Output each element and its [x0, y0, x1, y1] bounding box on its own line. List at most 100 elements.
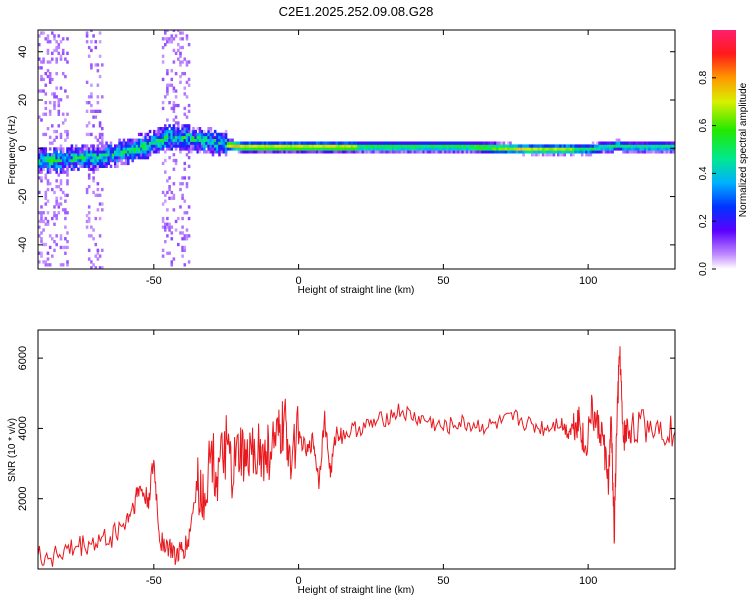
- heatmap-cell: [591, 141, 595, 145]
- heatmap-cell: [444, 141, 447, 145]
- heatmap-cell: [669, 147, 673, 151]
- heatmap-cell: [587, 144, 590, 148]
- heatmap-cell: [524, 147, 527, 151]
- heatmap-cell: [42, 164, 45, 168]
- x-tick-label: 0: [296, 275, 302, 287]
- heatmap-cell: [48, 182, 52, 186]
- heatmap-cell: [85, 144, 89, 148]
- heatmap-cell: [51, 153, 54, 157]
- heatmap-cell: [90, 132, 93, 137]
- heatmap-cell: [96, 187, 100, 192]
- heatmap-cell: [66, 156, 69, 160]
- heatmap-cell: [500, 150, 504, 154]
- heatmap-cell: [192, 147, 195, 151]
- heatmap-cell: [370, 144, 373, 148]
- heatmap-cell: [302, 147, 306, 151]
- heatmap-cell: [90, 95, 93, 99]
- heatmap-cell: [70, 158, 74, 163]
- spectrogram-frame: [37, 29, 676, 270]
- heatmap-cell: [187, 132, 191, 137]
- heatmap-cell: [66, 150, 69, 154]
- heatmap-cell: [150, 141, 154, 145]
- snr-x-axis: -50 0 50 100: [146, 330, 597, 587]
- heatmap-cell: [87, 156, 91, 160]
- heatmap-cell: [441, 150, 445, 154]
- heatmap-cell: [77, 158, 80, 163]
- heatmap-cell: [218, 153, 221, 157]
- heatmap-cell: [155, 138, 158, 142]
- heatmap-cell: [433, 147, 436, 151]
- heatmap-cell: [309, 141, 312, 145]
- heatmap-cell: [116, 158, 119, 163]
- heatmap-cell: [322, 141, 326, 145]
- heatmap-cell: [474, 144, 478, 148]
- heatmap-cell: [170, 190, 174, 195]
- heatmap-cell: [535, 144, 538, 148]
- heatmap-cell: [55, 164, 58, 168]
- heatmap-cell: [563, 153, 567, 157]
- heatmap-cell: [55, 214, 58, 218]
- heatmap-cell: [485, 150, 488, 154]
- heatmap-cell: [485, 147, 488, 151]
- heatmap-cell: [511, 147, 514, 151]
- heatmap-cell: [359, 147, 362, 151]
- heatmap-cell: [170, 129, 174, 134]
- heatmap-cell: [129, 153, 132, 157]
- heatmap-cell: [205, 132, 208, 137]
- heatmap-cell: [378, 150, 382, 154]
- heatmap-cell: [46, 40, 50, 44]
- heatmap-cell: [457, 150, 460, 154]
- heatmap-cell: [593, 150, 597, 154]
- heatmap-cell: [602, 150, 606, 154]
- heatmap-cell: [172, 103, 176, 108]
- heatmap-cell: [166, 30, 169, 32]
- heatmap-cell: [94, 135, 98, 139]
- heatmap-cell: [622, 144, 625, 148]
- heatmap-cell: [133, 147, 137, 151]
- heatmap-cell: [635, 150, 638, 154]
- heatmap-cell: [237, 141, 241, 145]
- heatmap-cell: [96, 193, 100, 197]
- heatmap-cell: [216, 132, 219, 137]
- heatmap-cell: [59, 132, 63, 137]
- heatmap-cell: [179, 182, 182, 186]
- heatmap-cell: [172, 141, 176, 145]
- heatmap-cell: [68, 147, 71, 151]
- heatmap-cell: [487, 150, 491, 154]
- heatmap-cell: [389, 141, 393, 145]
- heatmap-cell: [563, 147, 567, 151]
- heatmap-cell: [468, 144, 471, 148]
- heatmap-cell: [94, 167, 98, 171]
- heatmap-cell: [96, 144, 100, 148]
- heatmap-cell: [129, 150, 132, 154]
- heatmap-cell: [587, 147, 590, 151]
- heatmap-cell: [177, 138, 180, 142]
- heatmap-cell: [92, 109, 95, 113]
- heatmap-cell: [298, 144, 302, 148]
- heatmap-cell: [329, 144, 332, 148]
- heatmap-cell: [329, 147, 332, 151]
- heatmap-cell: [90, 103, 93, 108]
- heatmap-cell: [420, 147, 423, 151]
- heatmap-cell: [281, 144, 284, 148]
- heatmap-cell: [87, 95, 91, 99]
- heatmap-cell: [87, 101, 91, 105]
- heatmap-cell: [578, 150, 582, 154]
- heatmap-cell: [48, 60, 52, 64]
- heatmap-cell: [316, 147, 319, 151]
- heatmap-cell: [68, 153, 71, 157]
- heatmap-cell: [179, 37, 182, 41]
- heatmap-cell: [179, 205, 182, 209]
- heatmap-cell: [148, 129, 152, 134]
- heatmap-cell: [118, 158, 121, 163]
- heatmap-cell: [539, 144, 543, 148]
- heatmap-cell: [124, 150, 128, 154]
- heatmap-cell: [127, 158, 130, 163]
- heatmap-cell: [181, 72, 184, 76]
- heatmap-cell: [198, 147, 202, 151]
- heatmap-cell: [83, 156, 87, 160]
- heatmap-cell: [387, 141, 391, 145]
- heatmap-cell: [120, 156, 124, 160]
- heatmap-cell: [72, 156, 76, 160]
